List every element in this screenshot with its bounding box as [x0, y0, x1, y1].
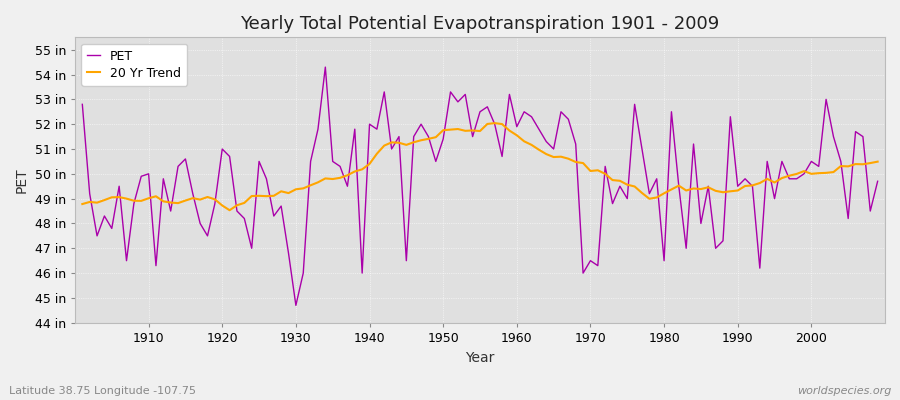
Y-axis label: PET: PET — [15, 167, 29, 193]
Title: Yearly Total Potential Evapotranspiration 1901 - 2009: Yearly Total Potential Evapotranspiratio… — [240, 15, 720, 33]
20 Yr Trend — [305, 183, 316, 188]
20 Yr Trend — [490, 121, 500, 126]
PET — [320, 65, 330, 70]
PET — [356, 271, 367, 276]
20 Yr Trend — [349, 169, 360, 174]
Legend: PET, 20 Yr Trend: PET, 20 Yr Trend — [81, 44, 187, 86]
PET — [615, 184, 626, 189]
PET — [872, 179, 883, 184]
20 Yr Trend — [76, 202, 87, 206]
PET — [136, 174, 147, 179]
Line: 20 Yr Trend: 20 Yr Trend — [82, 123, 878, 210]
Text: worldspecies.org: worldspecies.org — [796, 386, 891, 396]
PET — [518, 109, 529, 114]
20 Yr Trend — [518, 139, 529, 144]
Text: Latitude 38.75 Longitude -107.75: Latitude 38.75 Longitude -107.75 — [9, 386, 196, 396]
PET — [526, 114, 537, 119]
PET — [76, 102, 87, 107]
20 Yr Trend — [526, 142, 537, 147]
20 Yr Trend — [872, 159, 883, 164]
20 Yr Trend — [136, 198, 147, 203]
20 Yr Trend — [615, 178, 626, 183]
Line: PET: PET — [82, 67, 878, 305]
PET — [305, 159, 316, 164]
20 Yr Trend — [224, 208, 235, 213]
PET — [291, 303, 302, 308]
X-axis label: Year: Year — [465, 351, 495, 365]
